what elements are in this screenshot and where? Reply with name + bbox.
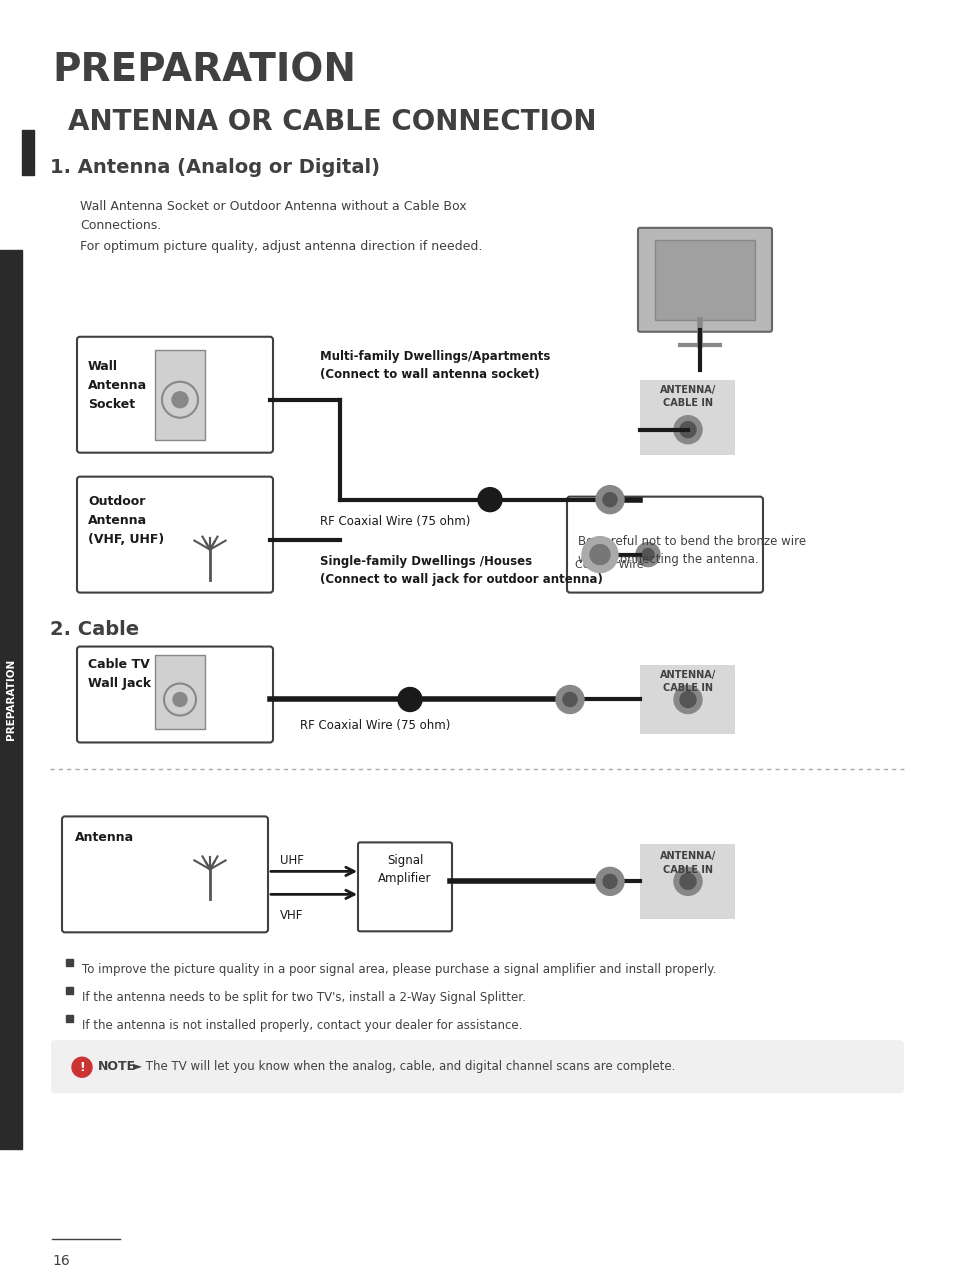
FancyBboxPatch shape [51,1040,903,1093]
Circle shape [581,537,618,572]
Circle shape [636,543,659,566]
Text: Multi-family Dwellings/Apartments
(Connect to wall antenna socket): Multi-family Dwellings/Apartments (Conne… [319,350,550,380]
Text: PREPARATION: PREPARATION [52,52,355,90]
Circle shape [596,486,623,514]
Circle shape [673,416,701,444]
Circle shape [679,422,696,438]
Bar [66,959,73,967]
Text: Wall
Antenna
Socket: Wall Antenna Socket [88,360,147,411]
FancyBboxPatch shape [638,228,771,332]
Text: !: ! [79,1061,85,1074]
Circle shape [397,687,421,711]
Circle shape [71,1057,91,1077]
Text: Be careful not to bend the bronze wire
when connecting the antenna.: Be careful not to bend the bronze wire w… [578,534,805,566]
Text: VHF: VHF [280,909,303,922]
Text: ANTENNA OR CABLE CONNECTION: ANTENNA OR CABLE CONNECTION [68,108,596,136]
Text: Antenna: Antenna [75,832,134,845]
Text: 2. Cable: 2. Cable [50,619,139,639]
Text: ANTENNA/
CABLE IN: ANTENNA/ CABLE IN [659,384,716,408]
Text: RF Coaxial Wire (75 ohm): RF Coaxial Wire (75 ohm) [319,515,470,528]
Text: PREPARATION: PREPARATION [6,659,16,740]
Text: ANTENNA/
CABLE IN: ANTENNA/ CABLE IN [659,669,716,693]
Bar [154,655,205,729]
Circle shape [679,874,696,889]
Circle shape [477,487,501,511]
FancyBboxPatch shape [77,337,273,453]
Circle shape [589,544,609,565]
Bar [22,130,34,174]
Bar [66,987,73,995]
Bar [655,240,754,319]
Bar [154,350,205,440]
Text: ► The TV will let you know when the analog, cable, and digital channel scans are: ► The TV will let you know when the anal… [132,1060,675,1072]
Circle shape [602,492,617,506]
Circle shape [673,686,701,714]
Bar [639,380,734,454]
FancyBboxPatch shape [566,496,762,593]
Text: 16: 16 [52,1254,70,1268]
Text: Wall Antenna Socket or Outdoor Antenna without a Cable Box
Connections.: Wall Antenna Socket or Outdoor Antenna w… [80,200,466,232]
Text: Single-family Dwellings /Houses
(Connect to wall jack for outdoor antenna): Single-family Dwellings /Houses (Connect… [319,555,602,585]
Bar [66,1015,73,1023]
Text: If the antenna is not installed properly, contact your dealer for assistance.: If the antenna is not installed properly… [82,1019,522,1033]
Circle shape [172,692,187,706]
Text: Signal
Amplifier: Signal Amplifier [377,855,432,885]
Circle shape [172,392,188,408]
Circle shape [641,548,654,561]
Text: ANTENNA/
CABLE IN: ANTENNA/ CABLE IN [659,851,716,875]
Text: Cable TV
Wall Jack: Cable TV Wall Jack [88,658,151,689]
Circle shape [562,692,577,706]
Text: RF Coaxial Wire (75 ohm): RF Coaxial Wire (75 ohm) [299,720,450,733]
Text: NOTE: NOTE [98,1060,136,1072]
Text: Outdoor
Antenna
(VHF, UHF): Outdoor Antenna (VHF, UHF) [88,495,164,546]
Text: 1. Antenna (Analog or Digital): 1. Antenna (Analog or Digital) [50,158,379,177]
Circle shape [596,868,623,895]
FancyBboxPatch shape [62,817,268,932]
FancyBboxPatch shape [357,842,452,931]
Text: Copper Wire: Copper Wire [575,560,643,570]
Text: For optimum picture quality, adjust antenna direction if needed.: For optimum picture quality, adjust ante… [80,240,482,253]
Text: To improve the picture quality in a poor signal area, please purchase a signal a: To improve the picture quality in a poor… [82,963,716,977]
FancyBboxPatch shape [77,646,273,743]
FancyBboxPatch shape [77,477,273,593]
Circle shape [556,686,583,714]
Bar [639,664,734,734]
Circle shape [679,692,696,707]
Bar [0,249,22,1149]
Text: UHF: UHF [280,855,304,868]
Bar [639,845,734,920]
Circle shape [602,874,617,888]
Text: If the antenna needs to be split for two TV's, install a 2-Way Signal Splitter.: If the antenna needs to be split for two… [82,991,525,1005]
Circle shape [673,868,701,895]
